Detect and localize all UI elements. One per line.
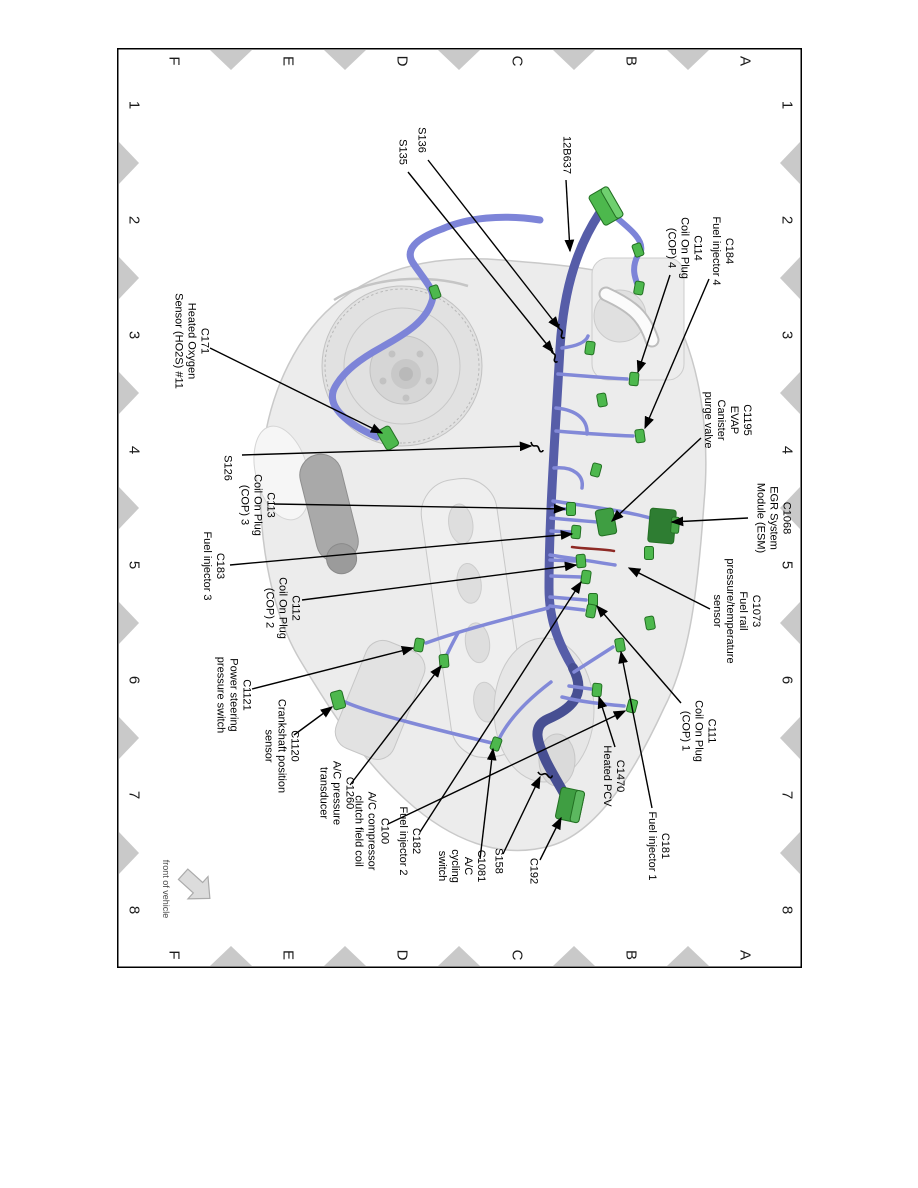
grid-number-top-3: 3	[778, 330, 796, 340]
leader-c112	[301, 561, 578, 601]
leader-c1121	[251, 646, 415, 690]
connector-evap	[594, 507, 618, 537]
leader-c1260	[349, 664, 442, 786]
leader-c1120	[293, 706, 334, 736]
label-s126: S126	[221, 455, 234, 481]
leader-c1073	[627, 567, 711, 610]
label-c183: C183 Fuel injector 3	[201, 531, 226, 601]
connector-12b637	[588, 186, 624, 226]
leader-s126	[241, 441, 533, 456]
grid-number-top-2: 2	[778, 215, 796, 225]
grid-letter-right-a: A	[736, 949, 754, 961]
leader-c182	[419, 580, 582, 833]
leader-c184	[644, 278, 710, 430]
label-c182: C182 Fuel injector 2	[397, 806, 422, 876]
diagram-art	[117, 48, 802, 968]
grid-number-top-1: 1	[778, 100, 796, 110]
grid-letter-left-f: F	[165, 56, 183, 66]
label-c1195: C1195 EVAP Canister purge valve	[702, 391, 753, 449]
leader-c1195	[610, 437, 702, 522]
leader-12b637	[564, 179, 575, 253]
label-c192: C192	[527, 857, 540, 885]
grid-number-top-6: 6	[778, 675, 796, 685]
grid-letter-left-c: C	[508, 55, 526, 67]
grid-number-top-5: 5	[778, 560, 796, 570]
label-c111: C111 Coil On Plug (COP) 1	[679, 700, 718, 762]
leader-c1068	[670, 516, 749, 527]
grid-number-top-8: 8	[778, 905, 796, 915]
label-c1068: C1068 EGR System Module (ESM)	[754, 482, 793, 554]
grid-number-bottom-8: 8	[125, 905, 143, 915]
label-c1120: C1120 Crankshaft position sensor	[262, 698, 301, 794]
grid-letter-left-b: B	[622, 55, 640, 67]
grid-number-top-7: 7	[778, 790, 796, 800]
label-s158: S158	[492, 848, 505, 874]
label-c1073: C1073 Fuel rail pressure/temperature sen…	[711, 558, 762, 664]
splice-s126	[530, 441, 544, 453]
connector-crank-sensor	[329, 689, 347, 711]
grid-number-bottom-3: 3	[125, 330, 143, 340]
label-c113: C113 Coil On Plug (COP) 3	[238, 474, 277, 536]
leader-c1081	[479, 747, 497, 860]
label-c114: C114 Coil On Plug (COP) 4	[665, 217, 704, 279]
diagram-stage: A B C D E F A B C D E F 1 2 3 4 5 6 7 8 …	[117, 48, 802, 968]
label-c184: C184 Fuel injector 4	[710, 216, 735, 286]
label-c1121: C1121 Power steering pressure switch	[214, 656, 253, 734]
leader-s136	[427, 159, 560, 330]
grid-number-top-4: 4	[778, 445, 796, 455]
wiring-harness	[329, 209, 652, 804]
grid-number-bottom-2: 2	[125, 215, 143, 225]
leader-c100	[387, 710, 627, 825]
grid-triangles	[119, 50, 800, 966]
leader-c113	[273, 503, 567, 514]
connector-c192	[554, 786, 586, 824]
leader-c171	[209, 347, 384, 434]
leader-c114	[636, 274, 671, 374]
grid-letter-right-c: C	[508, 949, 526, 961]
grid-number-bottom-1: 1	[125, 100, 143, 110]
leader-s158	[502, 775, 541, 855]
label-c112: C112 Coil On Plug (COP) 2	[263, 577, 302, 639]
grid-number-bottom-4: 4	[125, 445, 143, 455]
label-12b637: 12B637	[560, 136, 573, 174]
leader-c1470	[597, 695, 616, 748]
leader-c181	[618, 650, 653, 809]
leader-c111	[596, 604, 682, 704]
red-wire	[570, 545, 616, 553]
front-of-vehicle-label: front of vehicle	[161, 859, 171, 919]
front-of-vehicle-arrow-icon	[177, 868, 211, 900]
grid-letter-right-e: E	[279, 949, 297, 961]
splice-s158	[537, 771, 553, 779]
leader-c183	[229, 530, 574, 566]
grid-letter-right-b: B	[622, 949, 640, 961]
grid-number-bottom-5: 5	[125, 560, 143, 570]
grid-number-bottom-7: 7	[125, 790, 143, 800]
label-c1260: C1260 A/C pressure transducer	[317, 760, 356, 826]
label-s136: S136	[415, 127, 428, 153]
label-c1081: C1081 A/C cycling switch	[436, 849, 487, 883]
leader-arrows	[209, 159, 749, 861]
leader-s135	[407, 171, 554, 354]
grid-number-bottom-6: 6	[125, 675, 143, 685]
label-c1470: C1470 Heated PCV	[601, 745, 626, 807]
grid-letter-right-f: F	[165, 950, 183, 960]
leader-c192	[539, 816, 562, 861]
label-c171: C171 Heated Oxygen Sensor (HO2S) #11	[172, 293, 211, 389]
label-s135: S135	[396, 139, 409, 165]
label-c100: C100 A/C compressor clutch field coil	[352, 791, 391, 871]
grid-letter-left-a: A	[736, 55, 754, 67]
grid-letter-right-d: D	[393, 949, 411, 961]
grid-letter-left-d: D	[393, 55, 411, 67]
rotated-diagram-canvas: A B C D E F A B C D E F 1 2 3 4 5 6 7 8 …	[117, 48, 802, 968]
label-c181: C181 Fuel injector 1	[646, 811, 671, 881]
grid-letter-left-e: E	[279, 55, 297, 67]
